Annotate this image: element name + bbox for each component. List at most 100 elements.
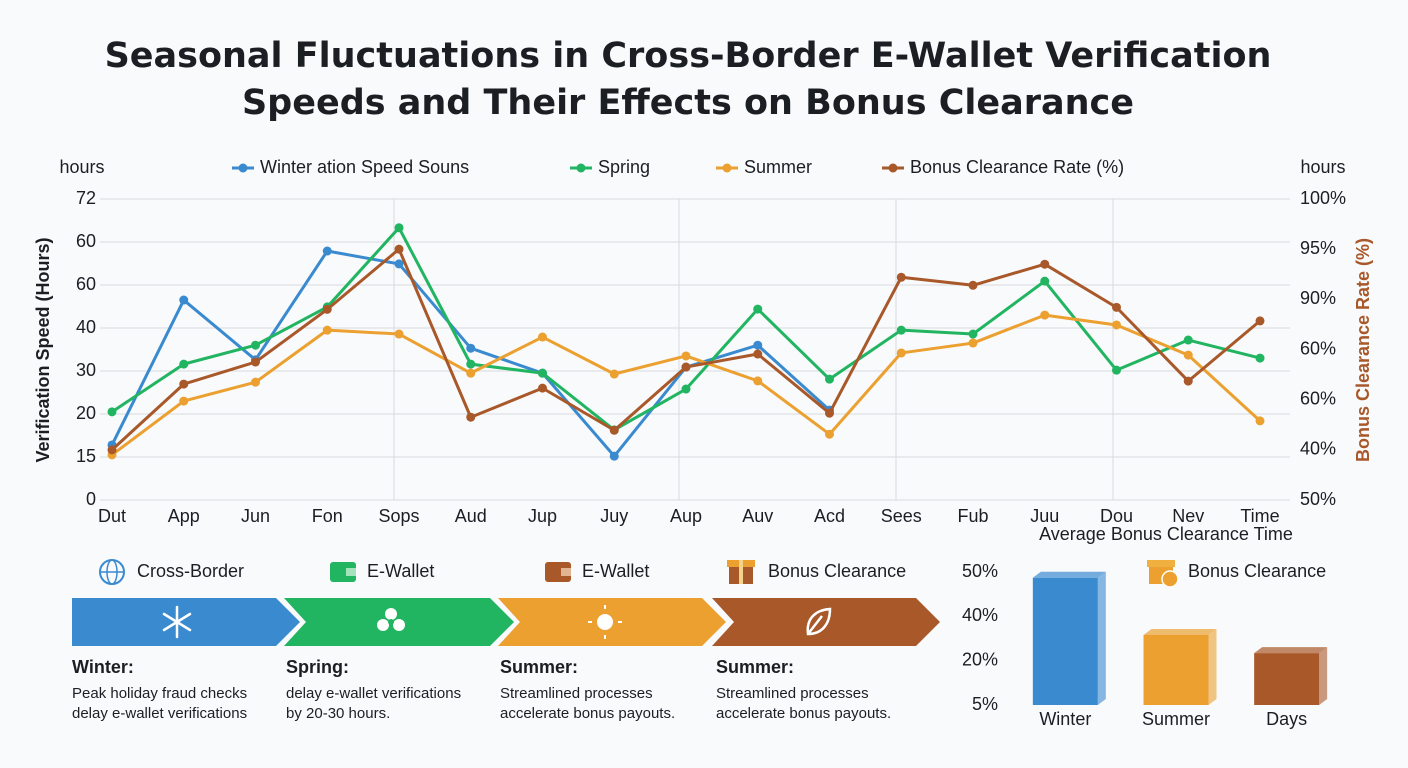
x-tick-label: Time <box>1240 506 1279 526</box>
point <box>179 295 189 305</box>
y-tick-label: 5% <box>972 694 998 714</box>
legend-dot <box>722 163 732 173</box>
point <box>825 408 834 418</box>
y-axis-title: Verification Speed (Hours) <box>33 237 53 462</box>
y-tick-label: 50% <box>962 561 998 581</box>
x-tick-label: Fub <box>957 506 988 526</box>
feature-label: Bonus Clearance <box>768 561 906 581</box>
point <box>1183 350 1193 360</box>
point <box>681 384 691 394</box>
point <box>1255 353 1265 363</box>
bar-top <box>1032 571 1106 578</box>
season-title: Winter: <box>72 657 134 677</box>
season-band <box>72 598 940 646</box>
point <box>179 396 189 406</box>
point <box>609 451 619 461</box>
y-tick-label: 20% <box>962 649 998 669</box>
point <box>251 357 260 367</box>
legend-dot <box>576 163 586 173</box>
feature-label: E-Wallet <box>582 561 649 581</box>
point <box>1112 320 1121 330</box>
y2-tick-label: 60% <box>1300 338 1336 358</box>
x-tick-label: Juy <box>600 506 628 526</box>
point <box>466 359 476 369</box>
point <box>394 259 404 269</box>
point <box>538 332 547 342</box>
point <box>322 246 332 256</box>
bar <box>1143 634 1209 705</box>
y2-unit: hours <box>1300 157 1345 177</box>
point <box>609 425 619 435</box>
point <box>1040 276 1050 286</box>
bar-top <box>1143 628 1217 635</box>
point <box>609 369 619 379</box>
point <box>896 325 906 335</box>
x-tick-label: Days <box>1266 709 1307 729</box>
y2-tick-label: 40% <box>1300 439 1336 459</box>
point <box>322 325 332 335</box>
season-title: Summer: <box>500 657 578 677</box>
x-tick-label: Dut <box>98 506 126 526</box>
y-tick-label: 20 <box>76 403 96 423</box>
point <box>1183 335 1193 345</box>
point <box>753 349 763 359</box>
y-tick-label: 30 <box>76 360 96 380</box>
y2-tick-label: 90% <box>1300 288 1336 308</box>
legend-dot <box>238 163 248 173</box>
point <box>968 329 978 339</box>
point <box>251 377 260 387</box>
point <box>251 340 260 350</box>
point <box>753 340 763 350</box>
point <box>394 223 404 233</box>
point <box>681 362 691 372</box>
legend-label: Bonus Clearance Rate (%) <box>910 157 1124 177</box>
point <box>394 244 404 254</box>
point <box>1112 302 1121 312</box>
point <box>896 348 906 358</box>
point <box>322 304 332 314</box>
y-tick-label: 72 <box>76 188 96 208</box>
x-tick-label: Nev <box>1172 506 1204 526</box>
season-title: Summer: <box>716 657 794 677</box>
point <box>466 343 476 353</box>
point <box>466 368 476 378</box>
series-line <box>111 226 1261 432</box>
point <box>825 429 834 439</box>
legend-label: Summer <box>744 157 812 177</box>
x-tick-label: Winter <box>1039 709 1091 729</box>
point <box>968 338 978 348</box>
point <box>896 272 906 282</box>
point <box>466 412 476 422</box>
point <box>1112 365 1121 375</box>
x-tick-label: Auv <box>742 506 773 526</box>
x-tick-label: App <box>168 506 200 526</box>
bar-side <box>1208 628 1217 705</box>
season-title: Spring: <box>286 657 349 677</box>
bar-side <box>1319 647 1328 705</box>
season-text: accelerate bonus payouts. <box>716 705 891 722</box>
point <box>538 383 547 393</box>
y2-tick-label: 100% <box>1300 188 1346 208</box>
legend-label: Bonus Clearance <box>1188 561 1326 581</box>
point <box>394 329 404 339</box>
point <box>538 368 547 378</box>
season-text: Peak holiday fraud checks <box>72 685 247 702</box>
chart-title: Average Bonus Clearance Time <box>1039 524 1293 544</box>
vertical-grid <box>393 199 1114 500</box>
x-tick-label: Sops <box>378 506 419 526</box>
point <box>753 304 763 314</box>
y-tick-label: 15 <box>76 446 96 466</box>
y2-tick-label: 60% <box>1300 388 1336 408</box>
point <box>1183 376 1193 386</box>
title: Seasonal Fluctuations in Cross-Border E-… <box>105 36 1272 123</box>
point <box>753 376 763 386</box>
x-tick-label: Jun <box>241 506 270 526</box>
y2-tick-label: 50% <box>1300 489 1336 509</box>
season-text: accelerate bonus payouts. <box>500 705 675 722</box>
point <box>1040 310 1050 320</box>
y-unit: hours <box>59 157 104 177</box>
x-tick-label: Sees <box>881 506 922 526</box>
feature-icons <box>99 559 1179 588</box>
